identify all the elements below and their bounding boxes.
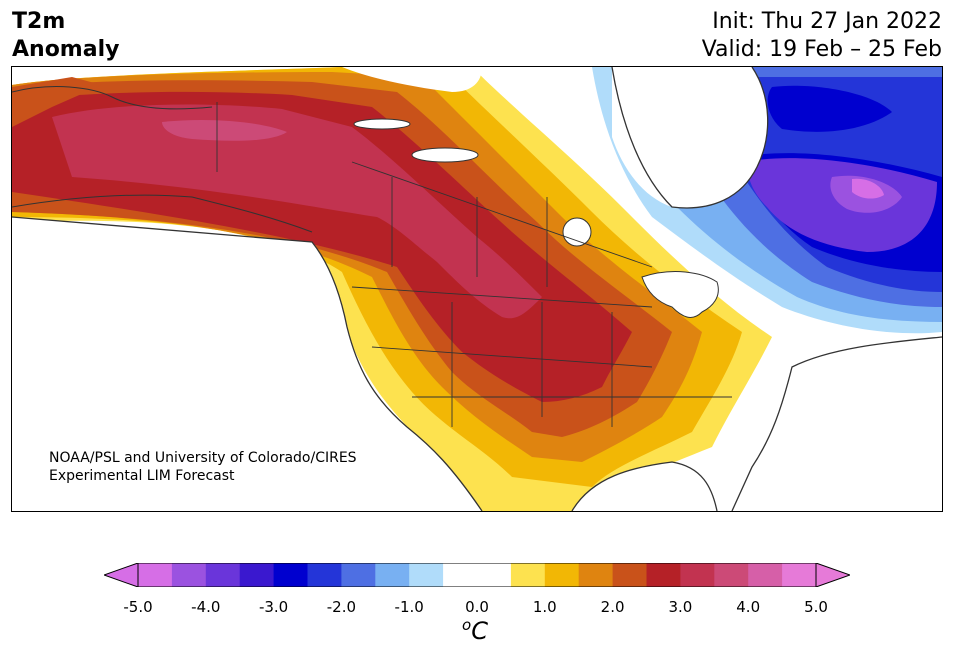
- colorbar-cell: [138, 563, 173, 587]
- colorbar-cell: [680, 563, 715, 587]
- title-line-2: Anomaly: [12, 37, 120, 62]
- anomaly-band-3.5: [162, 120, 287, 141]
- pacific-ocean: [12, 217, 482, 511]
- colorbar-cell: [307, 563, 342, 587]
- colorbar-cell: [205, 563, 241, 587]
- colorbar-cell: [375, 563, 410, 587]
- unit-main: C: [471, 617, 488, 645]
- credit-line-2: Experimental LIM Forecast: [49, 468, 235, 484]
- colorbar-cells: [138, 563, 817, 587]
- arctic-coast: [342, 67, 482, 92]
- colorbar-high-extend: [815, 563, 850, 587]
- colorbar-tick-label: -4.0: [191, 598, 221, 616]
- great-lakes: [641, 271, 719, 318]
- anomaly-band-3.0: [52, 104, 542, 319]
- atlantic-ocean: [732, 337, 942, 511]
- colorbar-cell: [239, 563, 275, 587]
- title-line-1: T2m: [12, 9, 66, 34]
- coastlines: [12, 67, 942, 511]
- hudson-bay: [612, 67, 768, 208]
- anomaly-map: [11, 66, 943, 512]
- init-date: Init: Thu 27 Jan 2022: [712, 9, 942, 34]
- colorbar-cell: [409, 563, 444, 587]
- colorbar-cell: [748, 563, 783, 587]
- valid-range: Valid: 19 Feb – 25 Feb: [701, 37, 942, 62]
- colorbar-cell: [714, 563, 749, 587]
- colorbar-tick-label: -5.0: [123, 598, 153, 616]
- map-title: T2m Anomaly: [12, 8, 119, 64]
- political-borders: [216, 102, 732, 427]
- colorbar-tick-label: 4.0: [736, 598, 761, 616]
- colorbar-cell: [171, 563, 207, 587]
- anomaly-band-neg-4.5: [852, 178, 884, 199]
- forecast-dates: Init: Thu 27 Jan 2022 Valid: 19 Feb – 25…: [702, 8, 942, 64]
- colorbar-tick-label: 2.0: [600, 598, 625, 616]
- colorbar-tick-label: -3.0: [258, 598, 289, 616]
- colorbar-cell: [646, 563, 681, 587]
- colorbar-cell: [544, 563, 580, 587]
- anomaly-band-west-alaska: [12, 77, 102, 127]
- unit-superscript: o: [462, 616, 472, 634]
- alaska-coast: [12, 86, 313, 233]
- credit-line-1: NOAA/PSL and University of Colorado/CIRE…: [49, 450, 357, 466]
- colorbar-tick-label: 5.0: [804, 598, 828, 616]
- colorbar-cell: [477, 563, 512, 587]
- lake: [411, 147, 479, 163]
- colorbar: [104, 563, 850, 587]
- colorbar-cell: [510, 563, 546, 587]
- colorbar-tick-label: -1.0: [394, 598, 424, 616]
- colorbar-tick-label: 3.0: [668, 598, 693, 616]
- colorbar-tick-label: 1.0: [532, 598, 557, 616]
- colorbar-outline: [137, 563, 817, 587]
- credit-text: NOAA/PSL and University of Colorado/CIRE…: [49, 449, 357, 485]
- unit-label: oC: [462, 616, 488, 645]
- colorbar-cell: [782, 563, 817, 587]
- colorbar-cell: [443, 563, 478, 587]
- colorbar-tick-label: -2.0: [326, 598, 357, 616]
- colorbar-cell: [341, 563, 376, 587]
- colorbar-tick-label: 0.0: [465, 598, 489, 616]
- map-canvas: [12, 67, 942, 511]
- colorbar-cell: [612, 563, 647, 587]
- lake: [562, 217, 592, 247]
- lake: [353, 118, 411, 130]
- gulf-of-mexico: [572, 462, 717, 511]
- colorbar-low-extend: [104, 563, 139, 587]
- colorbar-cell: [578, 563, 614, 587]
- colorbar-cell: [273, 563, 308, 587]
